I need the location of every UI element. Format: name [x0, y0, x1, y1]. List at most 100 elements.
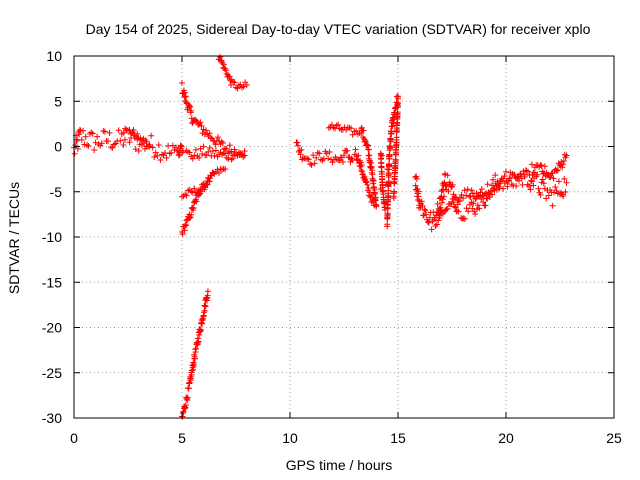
data-point: [377, 186, 384, 193]
data-point: [168, 149, 175, 156]
data-point: [438, 199, 445, 206]
data-point: [389, 123, 396, 130]
data-point: [424, 218, 431, 225]
data-point: [433, 221, 440, 228]
data-point: [190, 361, 197, 368]
y-axis-ticks: -30 -25 -20 -15 -10 -5 0 5 10: [42, 48, 614, 426]
data-point: [541, 163, 548, 170]
data-point: [461, 215, 468, 222]
data-point: [561, 175, 568, 182]
data-point: [196, 331, 203, 338]
data-point: [524, 181, 531, 188]
data-point: [126, 139, 133, 146]
data-point: [362, 138, 369, 145]
data-point: [181, 89, 188, 96]
data-point: [240, 83, 247, 90]
data-point: [115, 127, 122, 134]
data-point: [339, 158, 346, 165]
x-tick-label: 20: [498, 430, 514, 446]
data-point: [344, 147, 351, 154]
data-point: [517, 170, 524, 177]
data-point: [310, 152, 317, 159]
y-tick-label: -5: [50, 184, 63, 200]
data-point: [371, 190, 378, 197]
data-point: [173, 144, 180, 151]
data-point: [235, 82, 242, 89]
data-point: [125, 127, 131, 134]
data-point: [465, 208, 472, 215]
data-point: [89, 130, 96, 137]
data-point: [203, 181, 210, 188]
data-point: [207, 134, 214, 141]
data-point: [100, 127, 107, 134]
data-point: [470, 200, 477, 207]
data-point: [298, 146, 305, 153]
data-point: [152, 149, 159, 156]
data-point: [493, 186, 500, 193]
data-point: [535, 185, 542, 192]
data-point: [179, 79, 185, 86]
data-point: [349, 131, 356, 138]
data-point: [241, 152, 248, 159]
data-point: [135, 147, 142, 154]
data-point: [392, 150, 399, 157]
data-point: [187, 103, 194, 110]
data-point: [193, 198, 200, 205]
data-point: [205, 148, 212, 155]
data-point: [188, 377, 195, 384]
data-point: [415, 188, 422, 195]
data-point: [223, 145, 230, 152]
data-point: [432, 223, 439, 230]
data-point: [503, 168, 509, 175]
data-point: [132, 146, 139, 153]
data-point: [191, 185, 198, 192]
data-point: [78, 136, 85, 143]
data-point: [207, 175, 214, 182]
data-point: [418, 198, 425, 205]
data-point: [553, 187, 560, 194]
x-tick-label: 15: [390, 430, 406, 446]
data-point: [197, 326, 204, 333]
data-point: [527, 186, 534, 193]
data-point: [230, 78, 237, 85]
data-point: [358, 161, 365, 168]
data-point: [362, 178, 369, 185]
data-point: [237, 150, 244, 157]
data-point: [508, 181, 515, 188]
data-point: [349, 157, 356, 164]
data-point: [365, 185, 372, 192]
data-point: [455, 208, 462, 215]
data-point: [182, 402, 189, 409]
data-point: [191, 355, 198, 362]
data-point: [188, 211, 195, 218]
data-point: [199, 151, 206, 158]
data-point: [203, 152, 210, 159]
data-point: [461, 187, 468, 194]
data-point: [363, 178, 370, 185]
data-point: [121, 136, 128, 143]
data-point: [368, 159, 375, 166]
data-point: [501, 172, 508, 179]
data-point: [353, 156, 360, 163]
data-point: [129, 130, 136, 137]
y-tick-label: 10: [46, 48, 62, 64]
data-point: [222, 67, 229, 74]
data-point: [188, 107, 195, 114]
data-point: [454, 207, 461, 214]
x-tick-label: 5: [178, 430, 186, 446]
data-point: [384, 166, 391, 173]
data-point: [202, 184, 209, 191]
data-point: [225, 155, 232, 162]
data-point: [227, 77, 234, 84]
data-point: [243, 81, 250, 88]
data-point: [229, 155, 236, 162]
data-point: [146, 141, 153, 148]
data-point: [445, 188, 452, 195]
data-point: [463, 192, 470, 199]
data-point: [210, 169, 217, 176]
data-point: [151, 153, 158, 160]
data-point: [434, 200, 441, 207]
data-point: [421, 206, 428, 213]
chart-title: Day 154 of 2025, Sidereal Day-to-day VTE…: [86, 21, 591, 37]
y-axis-label: SDTVAR / TECUs: [6, 182, 22, 294]
